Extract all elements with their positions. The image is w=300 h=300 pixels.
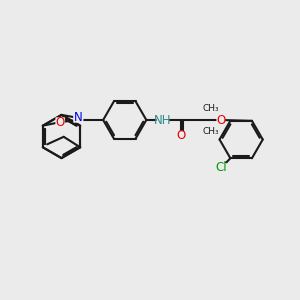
Text: CH₃: CH₃ xyxy=(203,104,219,113)
FancyBboxPatch shape xyxy=(73,113,83,123)
FancyBboxPatch shape xyxy=(56,117,65,127)
Text: NH: NH xyxy=(154,113,172,127)
FancyBboxPatch shape xyxy=(216,163,227,172)
Text: O: O xyxy=(56,116,65,129)
FancyBboxPatch shape xyxy=(157,115,169,125)
Text: Cl: Cl xyxy=(215,161,227,174)
Text: O: O xyxy=(176,129,185,142)
FancyBboxPatch shape xyxy=(176,131,185,140)
Text: N: N xyxy=(74,111,83,124)
Text: CH₃: CH₃ xyxy=(203,127,219,136)
Text: O: O xyxy=(216,113,225,127)
FancyBboxPatch shape xyxy=(216,116,225,124)
